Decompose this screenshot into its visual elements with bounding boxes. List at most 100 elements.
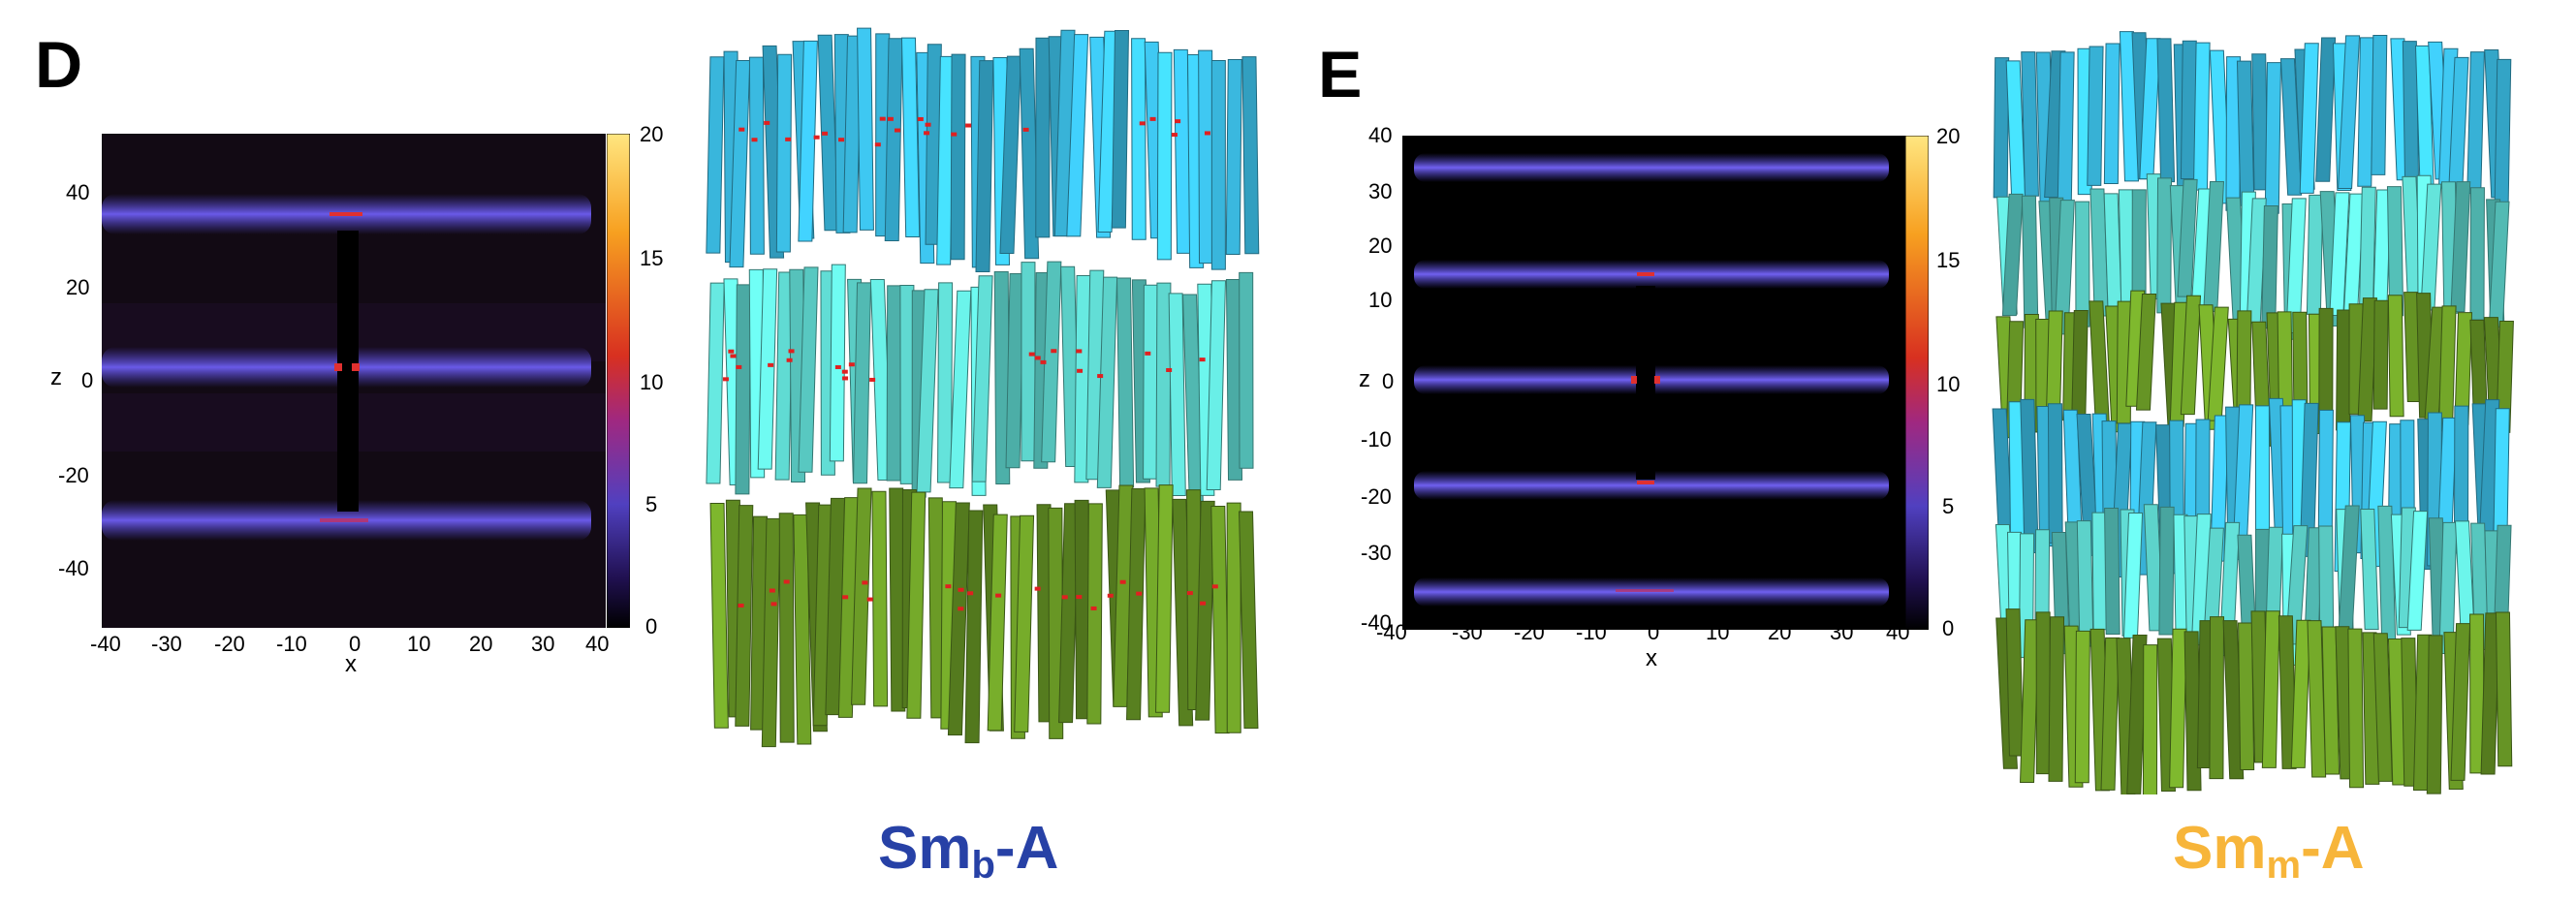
defect-marker xyxy=(1136,591,1143,596)
y-tick: 40 xyxy=(66,180,90,204)
defect-marker xyxy=(965,123,972,128)
defect-marker xyxy=(751,138,758,142)
rod-render-d xyxy=(706,27,1260,748)
rod xyxy=(2264,62,2281,214)
rod xyxy=(871,490,889,707)
x-tick: -20 xyxy=(1514,620,1545,644)
defect-marker xyxy=(879,116,886,121)
rod xyxy=(2450,623,2471,781)
rod xyxy=(2135,294,2157,411)
y-tick: 30 xyxy=(1368,179,1393,203)
rod xyxy=(900,37,921,237)
rod xyxy=(906,491,927,719)
rod xyxy=(842,35,863,234)
y-tick: 40 xyxy=(1368,123,1393,147)
rod xyxy=(2315,37,2337,182)
x-tick: -40 xyxy=(90,632,121,656)
x-tick: -30 xyxy=(1452,620,1483,644)
defect-marker xyxy=(1077,368,1084,373)
phase-caption-smb-a: Smb-A xyxy=(878,814,1058,887)
rod xyxy=(829,264,846,462)
rod xyxy=(2075,201,2090,327)
rod xyxy=(2494,58,2512,203)
defect-marker xyxy=(738,603,744,607)
density-band xyxy=(1414,471,1889,500)
y-tick: -40 xyxy=(58,556,89,580)
rod xyxy=(947,502,970,736)
defect-marker xyxy=(1061,595,1068,600)
defect-marker xyxy=(848,362,855,367)
colorbar-tick: 5 xyxy=(1942,494,1955,518)
rod xyxy=(2387,295,2404,418)
rod xyxy=(2021,51,2039,197)
x-tick: 30 xyxy=(531,632,555,656)
rod xyxy=(2371,34,2388,175)
rod xyxy=(729,59,751,268)
rod xyxy=(1021,262,1036,462)
heatmap-e xyxy=(1402,136,1906,630)
rod xyxy=(886,285,902,482)
caption-subscript: b xyxy=(971,844,995,887)
defect-marker xyxy=(786,358,793,362)
rod xyxy=(852,282,872,484)
rod xyxy=(2104,507,2120,635)
colorbar-tick: 15 xyxy=(1936,248,1961,272)
rod xyxy=(2480,612,2500,775)
rod xyxy=(757,268,778,470)
rod xyxy=(2020,619,2040,784)
y-tick: 20 xyxy=(66,275,90,299)
defect-marker xyxy=(842,595,849,600)
colorbar-tick: 10 xyxy=(640,370,664,394)
rod xyxy=(706,56,725,254)
x-tick: 20 xyxy=(469,632,493,656)
rod xyxy=(889,487,906,712)
y-tick: 20 xyxy=(1368,234,1393,258)
rod xyxy=(2386,186,2404,317)
defect-marker xyxy=(925,122,931,127)
rod xyxy=(1198,49,1214,265)
rod xyxy=(1195,500,1215,721)
rod xyxy=(2076,520,2094,647)
defect-marker xyxy=(738,127,745,132)
rod xyxy=(2183,631,2202,792)
defect-marker xyxy=(951,132,958,137)
rod xyxy=(1041,261,1062,463)
rod xyxy=(793,514,812,745)
rod xyxy=(2336,309,2352,431)
rod xyxy=(2222,620,2245,780)
panel-letter-e: E xyxy=(1318,38,1363,111)
rod xyxy=(1225,278,1243,481)
rod xyxy=(2021,195,2039,328)
rod xyxy=(2279,58,2303,196)
rod xyxy=(1005,273,1024,469)
defect-marker xyxy=(869,377,876,382)
rod xyxy=(2261,205,2278,329)
defect-marker xyxy=(1022,127,1029,132)
rod xyxy=(2406,511,2429,631)
rod xyxy=(774,271,794,481)
rod xyxy=(1206,280,1226,491)
rod xyxy=(2360,508,2379,631)
rod xyxy=(2209,616,2225,780)
rod xyxy=(2236,310,2252,420)
defect-marker xyxy=(917,116,924,121)
rod xyxy=(2169,628,2187,789)
colorbar-tick: 0 xyxy=(1942,616,1955,640)
rod xyxy=(950,53,966,261)
rod xyxy=(1066,34,1089,237)
rod xyxy=(775,53,793,253)
colorbar-tick: 20 xyxy=(640,122,664,146)
defect-marker xyxy=(1090,606,1097,610)
rod xyxy=(884,38,903,241)
rod xyxy=(2126,635,2148,794)
rod xyxy=(709,503,729,729)
rod xyxy=(2100,637,2120,791)
rod xyxy=(2192,42,2211,191)
density-band xyxy=(1414,153,1889,182)
defect-marker xyxy=(1199,358,1206,362)
rod xyxy=(2466,51,2485,195)
defect-marker xyxy=(862,580,868,585)
defect-marker xyxy=(1034,586,1041,591)
rod xyxy=(937,282,954,483)
rod xyxy=(1111,29,1130,229)
